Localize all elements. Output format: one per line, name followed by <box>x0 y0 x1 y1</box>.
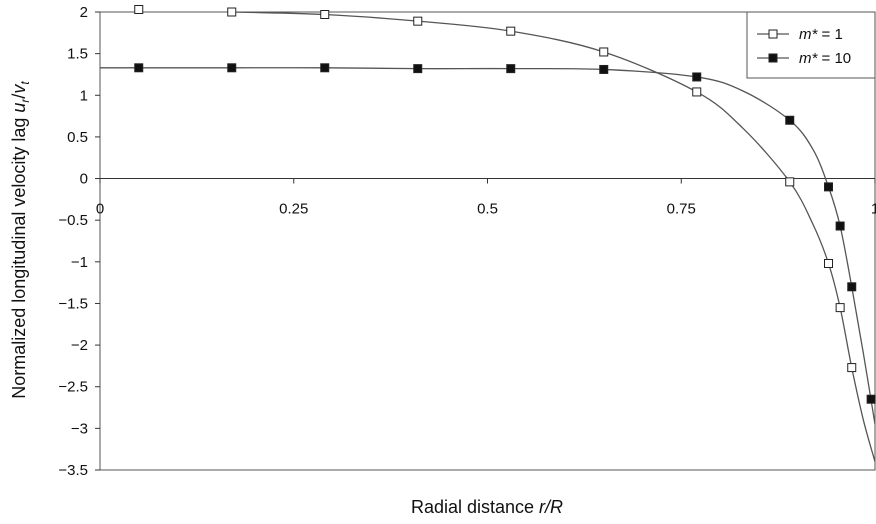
y-tick-label: 1 <box>80 87 88 104</box>
data-point <box>227 7 237 17</box>
x-tick-label: 0.5 <box>477 201 498 218</box>
y-axis-title-main: Normalized longitudinal velocity lag <box>9 113 29 399</box>
y-tick-label: 1.5 <box>67 46 88 63</box>
series-0 <box>134 5 876 462</box>
legend-entry-0: m* = 1 <box>757 26 843 43</box>
y-tick-label: 0 <box>80 171 88 188</box>
data-point <box>413 16 423 26</box>
data-point <box>692 87 702 97</box>
axis-titles: Radial distance r/R Normalized longitudin… <box>9 81 563 517</box>
y-axis-title-slash: / <box>9 94 29 99</box>
plot-area <box>99 11 876 471</box>
y-tick-label: −3.5 <box>58 462 88 479</box>
legend-label-value: = 10 <box>817 50 851 67</box>
legend: m* = 1m* = 10 <box>746 11 876 79</box>
data-point <box>847 282 857 292</box>
data-point <box>824 258 833 268</box>
data-point <box>227 63 237 73</box>
x-tick-label: 0.25 <box>279 201 308 218</box>
data-point <box>692 72 702 82</box>
data-point <box>847 363 857 373</box>
data-point <box>506 64 516 74</box>
axes: 2 1.5 1 0.5 0 −0.5 −1 −1.5 −2 −2.5 −3 −3.5 0 0.25 0.5 0… <box>58 4 876 479</box>
y-tick-label: 2 <box>80 4 88 21</box>
y-tick-label: −1 <box>71 254 88 271</box>
legend-label: m* = 1 <box>799 26 843 43</box>
legend-marker <box>768 53 778 63</box>
legend-label-value: = 1 <box>817 26 842 43</box>
data-point <box>785 177 795 187</box>
series-group <box>100 5 876 462</box>
data-point <box>785 115 795 125</box>
data-point <box>599 47 609 57</box>
data-point <box>599 64 609 74</box>
x-axis-title-var: r/R <box>539 497 563 517</box>
y-tick-label: −0.5 <box>58 212 88 229</box>
x-tick-label: 0 <box>96 201 104 218</box>
y-tick-label: 0.5 <box>67 129 88 146</box>
legend-entry-1: m* = 10 <box>757 50 851 67</box>
x-axis-title-main: Radial distance <box>411 497 539 517</box>
plot-border <box>99 11 876 471</box>
y-tick-label: −2.5 <box>58 379 88 396</box>
y-tick-label: −3 <box>71 420 88 437</box>
legend-label-var: m* <box>799 26 818 43</box>
y-axis-title-sub2: t <box>18 81 32 85</box>
data-point <box>835 303 845 313</box>
legend-marker <box>768 29 778 39</box>
data-point <box>320 9 330 19</box>
y-axis-title-italic2: v <box>9 84 29 94</box>
data-point <box>835 221 845 231</box>
data-point <box>506 26 516 36</box>
x-axis-title: Radial distance r/R <box>411 497 563 517</box>
data-point <box>134 63 144 73</box>
x-tick-label: 0.75 <box>667 201 696 218</box>
data-point <box>866 394 876 404</box>
data-point <box>413 64 423 74</box>
x-tick-label: 1 <box>871 201 876 218</box>
series-1 <box>100 63 876 425</box>
y-tick-label: −2 <box>71 337 88 354</box>
legend-label-var: m* <box>799 50 818 67</box>
y-tick-label: −1.5 <box>58 295 88 312</box>
y-axis-title: Normalized longitudinal velocity lag ur/… <box>9 81 32 399</box>
data-point <box>134 5 144 15</box>
data-point <box>320 63 330 73</box>
y-axis-title-italic: u <box>9 103 29 113</box>
series-line <box>100 67 876 425</box>
legend-box <box>746 11 876 79</box>
legend-label: m* = 10 <box>799 50 851 67</box>
y-axis-title-sub: r <box>18 98 32 103</box>
data-point <box>824 182 833 192</box>
